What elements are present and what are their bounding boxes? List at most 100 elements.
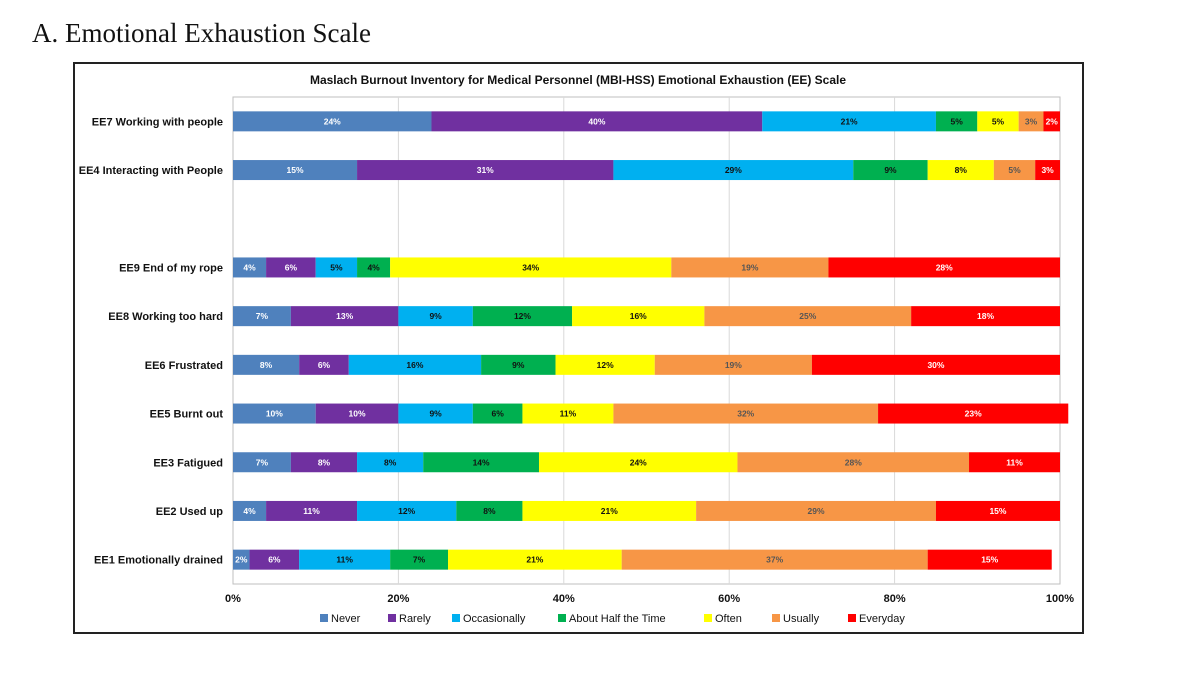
bar-segment-often — [522, 500, 697, 521]
bar-segment-rarely — [266, 257, 316, 278]
legend-swatch — [452, 614, 460, 622]
bar-data-label: 8% — [260, 360, 273, 370]
bar-data-label: 2% — [1046, 116, 1059, 126]
legend-entry: Rarely — [399, 613, 431, 625]
legend-entry: Everyday — [859, 613, 905, 625]
bar-data-label: 7% — [256, 311, 269, 321]
legend-entry: Usually — [783, 613, 820, 625]
bar-data-label: 5% — [992, 116, 1005, 126]
bar-data-label: 5% — [330, 262, 343, 272]
bar-data-label: 29% — [725, 165, 742, 175]
category-labels: EE7 Working with people EE4 Interacting w… — [79, 116, 224, 566]
x-tick-label: 20% — [387, 593, 409, 605]
legend-swatch — [848, 614, 856, 622]
bar-segment-usually — [621, 549, 928, 570]
bar-data-label: 11% — [303, 506, 320, 516]
legend-swatch — [320, 614, 328, 622]
bar-data-label: 8% — [483, 506, 496, 516]
bar-data-label: 2% — [235, 555, 248, 565]
bar-data-label: 4% — [367, 262, 380, 272]
bar-segment-never — [233, 354, 300, 375]
bar-segment-usually — [696, 500, 936, 521]
legend-entry: Occasionally — [463, 613, 526, 625]
category-label: EE2 Used up — [156, 506, 224, 518]
x-tick-label: 80% — [884, 593, 906, 605]
bar-data-label: 23% — [965, 409, 982, 419]
bar-segment-rarely — [249, 549, 300, 570]
bar-segment-usually — [671, 257, 829, 278]
bar-segment-occasionally — [762, 111, 936, 132]
bar-data-label: 40% — [588, 116, 605, 126]
category-label: EE6 Frustrated — [145, 360, 223, 372]
bar-segment-everyday — [828, 257, 1060, 278]
bar-segment-often — [555, 354, 655, 375]
bar-data-label: 12% — [597, 360, 614, 370]
bar-data-label: 18% — [977, 311, 994, 321]
bar-segment-rarely — [266, 500, 358, 521]
bar-segment-everyday — [969, 452, 1060, 473]
bar-segment-often — [977, 111, 1019, 132]
bar-segment-never — [233, 549, 250, 570]
x-axis-ticks: 0% 20% 40% 60% 80% 100% — [225, 593, 1074, 605]
bar-data-label: 7% — [256, 457, 269, 467]
bar-segment-about-half-the-time — [357, 257, 391, 278]
bar-data-label: 21% — [601, 506, 618, 516]
x-tick-label: 40% — [553, 593, 575, 605]
bar-data-label: 8% — [318, 457, 331, 467]
bar-segment-occasionally — [357, 452, 424, 473]
bar-segment-everyday — [935, 500, 1060, 521]
category-label: EE1 Emotionally drained — [94, 555, 223, 567]
bar-segment-often — [522, 403, 614, 424]
bar-data-label: 21% — [526, 555, 543, 565]
bar-data-label: 6% — [491, 409, 504, 419]
bar-segment-never — [233, 500, 267, 521]
bar-data-label: 28% — [845, 457, 862, 467]
bar-segment-occasionally — [357, 500, 457, 521]
category-label: EE5 Burnt out — [150, 409, 224, 421]
bar-segment-never — [233, 257, 267, 278]
bar-segment-usually — [704, 306, 912, 327]
bar-segment-occasionally — [398, 403, 473, 424]
bar-segment-everyday — [911, 306, 1060, 327]
bar-data-label: 11% — [336, 555, 353, 565]
bar-segment-everyday — [927, 549, 1052, 570]
category-label: EE7 Working with people — [92, 116, 223, 128]
bar-data-label: 9% — [884, 165, 897, 175]
bar-data-label: 4% — [243, 262, 256, 272]
bar-segment-everyday — [811, 354, 1060, 375]
bar-data-label: 14% — [473, 457, 490, 467]
bar-data-label: 9% — [512, 360, 525, 370]
bar-segment-rarely — [357, 160, 614, 181]
bar-data-label: 11% — [560, 409, 577, 419]
bar-data-label: 13% — [336, 311, 353, 321]
bar-segment-never — [233, 452, 291, 473]
bar-segment-usually — [737, 452, 970, 473]
bar-segment-about-half-the-time — [935, 111, 978, 132]
bar-segment-everyday — [878, 403, 1069, 424]
bar-data-label: 12% — [514, 311, 531, 321]
bar-segment-occasionally — [348, 354, 482, 375]
bar-data-label: 8% — [955, 165, 968, 175]
x-tick-label: 0% — [225, 593, 241, 605]
bar-data-label: 15% — [287, 165, 304, 175]
legend-swatch — [558, 614, 566, 622]
chart-frame: Maslach Burnout Inventory for Medical Pe… — [73, 62, 1084, 634]
bar-segment-everyday — [1035, 160, 1060, 181]
bar-data-label: 19% — [741, 262, 758, 272]
bar-data-label: 10% — [349, 409, 366, 419]
bar-segment-usually — [993, 160, 1036, 181]
legend-entry: About Half the Time — [569, 613, 666, 625]
bar-segment-about-half-the-time — [456, 500, 523, 521]
bar-data-label: 7% — [413, 555, 426, 565]
bar-segment-rarely — [299, 354, 349, 375]
legend-swatch — [388, 614, 396, 622]
bar-data-label: 4% — [243, 506, 256, 516]
bar-segment-rarely — [431, 111, 763, 132]
bar-data-label: 16% — [630, 311, 647, 321]
figure-heading: A. Emotional Exhaustion Scale — [32, 18, 371, 48]
legend-swatch — [772, 614, 780, 622]
bar-data-label: 19% — [725, 360, 742, 370]
bar-data-label: 12% — [398, 506, 415, 516]
legend-entry: Never — [331, 613, 361, 625]
bar-segment-rarely — [315, 403, 399, 424]
